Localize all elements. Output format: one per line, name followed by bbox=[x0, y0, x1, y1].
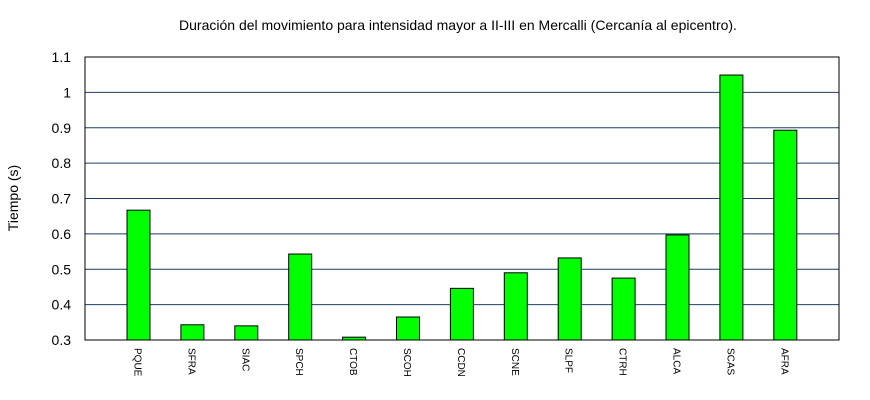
y-tick-labels: 0.3 0.4 0.5 0.6 0.7 0.8 0.9 1 1.1 bbox=[52, 49, 72, 348]
bar-siac bbox=[234, 325, 259, 341]
chart-title: Duración del movimiento para intensidad … bbox=[179, 17, 737, 33]
bar-afra bbox=[773, 129, 798, 341]
x-tick-label: ALCA bbox=[671, 348, 682, 374]
bar-pque bbox=[126, 209, 151, 341]
x-tick-label: SPCH bbox=[293, 348, 304, 376]
x-tick-label: SCAS bbox=[724, 348, 735, 376]
x-tick-label: SCNE bbox=[509, 348, 520, 376]
y-axis-label: Tiempo (s) bbox=[5, 165, 21, 231]
x-tick-label: CTRH bbox=[617, 348, 628, 376]
bar-ccdn bbox=[449, 287, 474, 341]
y-tick-label: 0.9 bbox=[52, 120, 72, 136]
gridlines bbox=[85, 91, 839, 306]
x-tick-label: SCOH bbox=[401, 348, 412, 377]
bar-scne bbox=[503, 272, 528, 341]
x-tick-label: CCDN bbox=[455, 348, 466, 377]
bar-alca bbox=[665, 234, 690, 341]
x-tick-labels: PQUE SFRA SIAC SPCH CTOB SCOH CCDN SCNE SLPF CTRH… bbox=[132, 348, 790, 377]
y-tick-label: 1.1 bbox=[52, 49, 72, 65]
y-tick-label: 0.7 bbox=[52, 191, 72, 207]
x-tick-label: CTOB bbox=[347, 348, 358, 376]
y-tick-label: 0.3 bbox=[52, 332, 72, 348]
x-tick-label: AFRA bbox=[778, 348, 789, 375]
bars bbox=[126, 74, 798, 341]
bar-sfra bbox=[180, 324, 205, 341]
bar-slpf bbox=[557, 257, 582, 341]
x-tick-label: PQUE bbox=[132, 348, 143, 377]
bar-ctrh bbox=[611, 277, 636, 341]
bar-scas bbox=[719, 74, 744, 341]
bar-spch bbox=[288, 253, 313, 341]
bar-scoh bbox=[396, 316, 420, 341]
x-tick-label: SIAC bbox=[239, 348, 250, 371]
y-tick-label: 1 bbox=[63, 84, 71, 100]
x-tick-label: SFRA bbox=[185, 348, 196, 375]
x-tick-label: SLPF bbox=[563, 348, 574, 373]
plot-frame bbox=[84, 56, 840, 341]
y-tick-label: 0.8 bbox=[52, 155, 72, 171]
y-tick-label: 0.5 bbox=[52, 261, 72, 277]
y-tick-label: 0.6 bbox=[52, 226, 72, 242]
y-tick-label: 0.4 bbox=[52, 297, 72, 313]
